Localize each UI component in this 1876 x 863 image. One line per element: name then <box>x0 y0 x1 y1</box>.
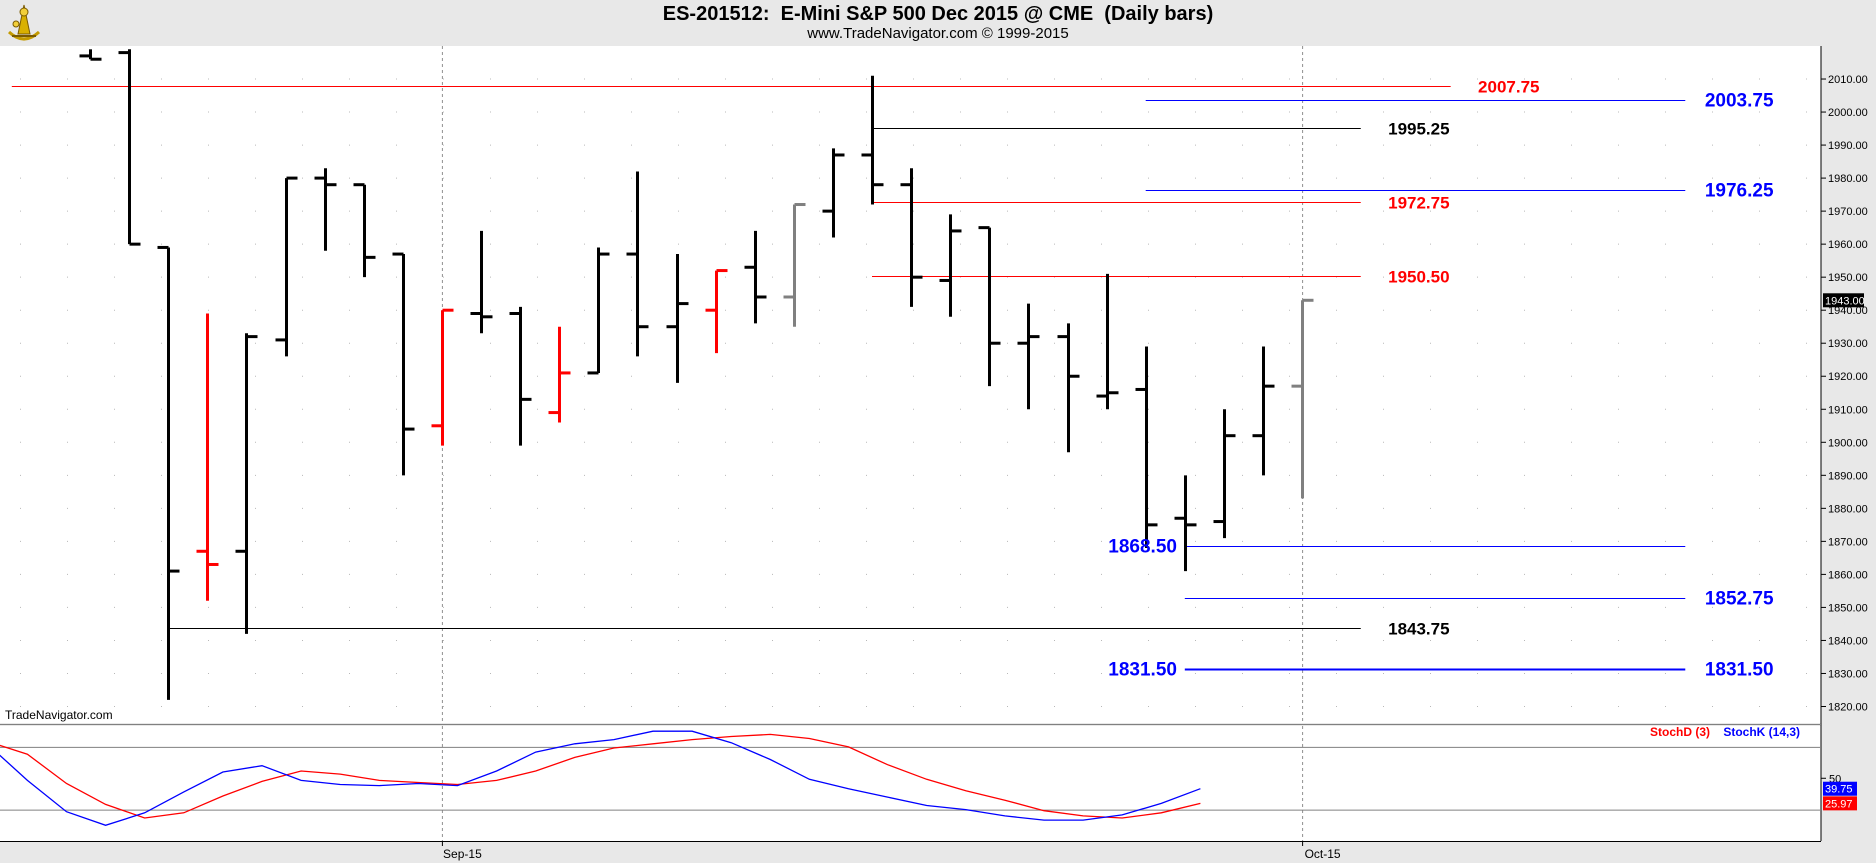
stoch-k-legend: StochK (14,3) <box>1723 725 1800 739</box>
price-bar <box>626 171 649 357</box>
level-label: 1852.75 <box>1705 589 1774 610</box>
price-tick-label: 1920.00 <box>1828 371 1868 383</box>
level-label: 1995.25 <box>1388 120 1449 139</box>
price-tick-label: 1840.00 <box>1828 635 1868 647</box>
level-label: 1950.50 <box>1388 268 1449 287</box>
price-bar <box>157 245 180 700</box>
level-label: 1976.25 <box>1705 181 1774 202</box>
stoch-k-badge <box>1823 781 1857 796</box>
price-bar <box>431 308 454 446</box>
price-bar <box>548 326 571 423</box>
price-tick-label: 1950.00 <box>1828 272 1868 284</box>
sextant-logo-icon <box>7 4 41 41</box>
price-bar <box>900 168 923 307</box>
price-tick-label: 1860.00 <box>1828 569 1868 581</box>
price-bar <box>235 333 258 634</box>
price-tick-label: 1980.00 <box>1828 173 1868 185</box>
price-bar <box>1213 409 1236 539</box>
price-bar <box>978 226 1001 387</box>
price-bar <box>118 49 141 246</box>
time-tick-label: Sep-15 <box>443 847 482 861</box>
price-bar <box>314 168 337 251</box>
price-tick-label: 1910.00 <box>1828 404 1868 416</box>
stoch-k-line <box>0 730 1201 826</box>
chart-subtitle: www.TradeNavigator.com © 1999-2015 <box>807 25 1069 42</box>
price-tick-label: 1900.00 <box>1828 437 1868 449</box>
price-bar <box>353 183 376 278</box>
level-label: 1843.75 <box>1388 620 1449 639</box>
level-label: 1831.50 <box>1705 660 1774 681</box>
price-tick-label: 1820.00 <box>1828 701 1868 713</box>
stochastic-panel <box>0 726 1821 841</box>
price-tick-label: 1830.00 <box>1828 668 1868 680</box>
price-bar <box>587 247 610 375</box>
price-bar <box>705 269 728 354</box>
last-price-badge <box>1823 293 1864 308</box>
stoch-d-badge <box>1823 796 1857 811</box>
stoch-k-value: 39.75 <box>1825 784 1853 796</box>
price-tick-label: 2000.00 <box>1828 107 1868 119</box>
price-tick-label: 2010.00 <box>1828 74 1868 86</box>
price-bar <box>1017 303 1040 410</box>
price-tick-label: 1880.00 <box>1828 503 1868 515</box>
price-tick-label: 1990.00 <box>1828 140 1868 152</box>
chart-title: ES-201512: E-Mini S&P 500 Dec 2015 @ CME… <box>662 3 1214 25</box>
level-label: 1868.50 <box>1108 537 1177 558</box>
price-bar <box>196 313 219 601</box>
price-tick-label: 1850.00 <box>1828 602 1868 614</box>
chart-header: ES-201512: E-Mini S&P 500 Dec 2015 @ CME… <box>0 0 1876 46</box>
stoch-d-value: 25.97 <box>1825 798 1853 810</box>
price-bar <box>822 148 845 238</box>
price-bar <box>939 214 962 317</box>
price-bar <box>392 252 415 476</box>
level-label: 1972.75 <box>1388 194 1449 213</box>
last-price-label: 1943.00 <box>1825 295 1865 307</box>
watermark-text: TradeNavigator.com <box>5 708 113 722</box>
price-bar <box>1096 273 1119 410</box>
price-bar <box>783 203 806 327</box>
price-bar <box>861 75 884 205</box>
price-bar <box>1252 346 1275 476</box>
level-label: 2007.75 <box>1478 78 1539 97</box>
price-bar <box>1057 323 1080 453</box>
price-bar <box>275 176 298 357</box>
price-bar <box>509 306 532 446</box>
price-tick-label: 1890.00 <box>1828 470 1868 482</box>
price-axis-panel <box>1821 46 1876 723</box>
price-bar <box>470 230 493 334</box>
stoch-d-legend: StochD (3) <box>1650 725 1710 739</box>
level-label: 1831.50 <box>1108 660 1177 681</box>
price-tick-label: 1960.00 <box>1828 239 1868 251</box>
price-panel <box>0 46 1821 723</box>
price-bar <box>744 230 767 324</box>
price-bar <box>1174 475 1197 572</box>
stoch-d-line <box>0 733 1201 819</box>
time-tick-label: Oct-15 <box>1305 847 1341 861</box>
price-bar <box>79 49 102 61</box>
price-bar <box>1291 298 1314 499</box>
level-label: 2003.75 <box>1705 91 1774 112</box>
price-tick-label: 1940.00 <box>1828 305 1868 317</box>
price-tick-label: 1970.00 <box>1828 206 1868 218</box>
price-bar <box>1135 346 1158 548</box>
price-tick-label: 1930.00 <box>1828 338 1868 350</box>
price-tick-label: 1870.00 <box>1828 536 1868 548</box>
price-bar <box>666 254 689 383</box>
